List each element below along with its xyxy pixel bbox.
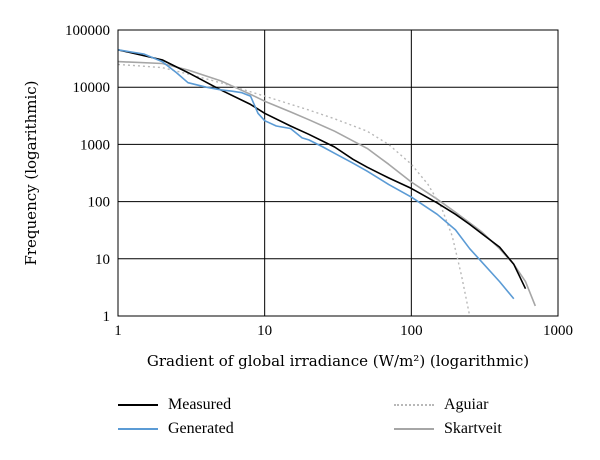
legend-swatch-aguiar [394, 404, 434, 406]
legend-item-measured: Measured [118, 396, 231, 414]
y-tick-label-2: 100 [88, 195, 111, 211]
y-tick-label-3: 1000 [80, 137, 110, 153]
x-tick-label-1: 10 [257, 323, 272, 339]
legend-label-generated: Generated [168, 420, 234, 437]
legend-swatch-skartveit [394, 428, 434, 430]
legend-item-skartveit: Skartveit [394, 420, 502, 438]
legend-label-aguiar: Aguiar [444, 396, 489, 413]
x-axis-title: Gradient of global irradiance (W/m²) (lo… [147, 352, 529, 370]
series-line-skartveit [117, 60, 537, 307]
y-tick-label-5: 100000 [65, 23, 110, 39]
y-tick-label-1: 10 [95, 252, 110, 268]
series-line-aguiar [117, 63, 471, 317]
y-ticks: 1 10 100 1000 10000 100000 [65, 23, 110, 325]
x-tick-label-0: 1 [114, 323, 122, 339]
legend-swatch-generated [118, 428, 158, 430]
x-ticks: 1 10 100 1000 [114, 323, 573, 339]
y-tick-label-4: 10000 [73, 80, 111, 96]
x-tick-label-3: 1000 [543, 323, 573, 339]
plot-frame [117, 29, 559, 317]
series-layer [117, 49, 537, 317]
legend-item-aguiar: Aguiar [394, 396, 488, 414]
legend-item-generated: Generated [118, 420, 234, 438]
legend: Measured Generated Aguiar Skartveit [0, 392, 600, 452]
chart: 1 10 100 1000 1 10 100 1000 10000 100000 Gradien… [22, 23, 573, 370]
series-line-measured [117, 49, 527, 290]
y-axis-title: Frequency (logarithmic) [22, 80, 40, 265]
x-tick-label-2: 100 [400, 323, 423, 339]
legend-label-skartveit: Skartveit [444, 420, 502, 437]
y-tick-label-0: 1 [103, 309, 111, 325]
series-line-generated [117, 49, 515, 300]
legend-swatch-measured [118, 404, 158, 406]
legend-label-measured: Measured [168, 396, 232, 413]
